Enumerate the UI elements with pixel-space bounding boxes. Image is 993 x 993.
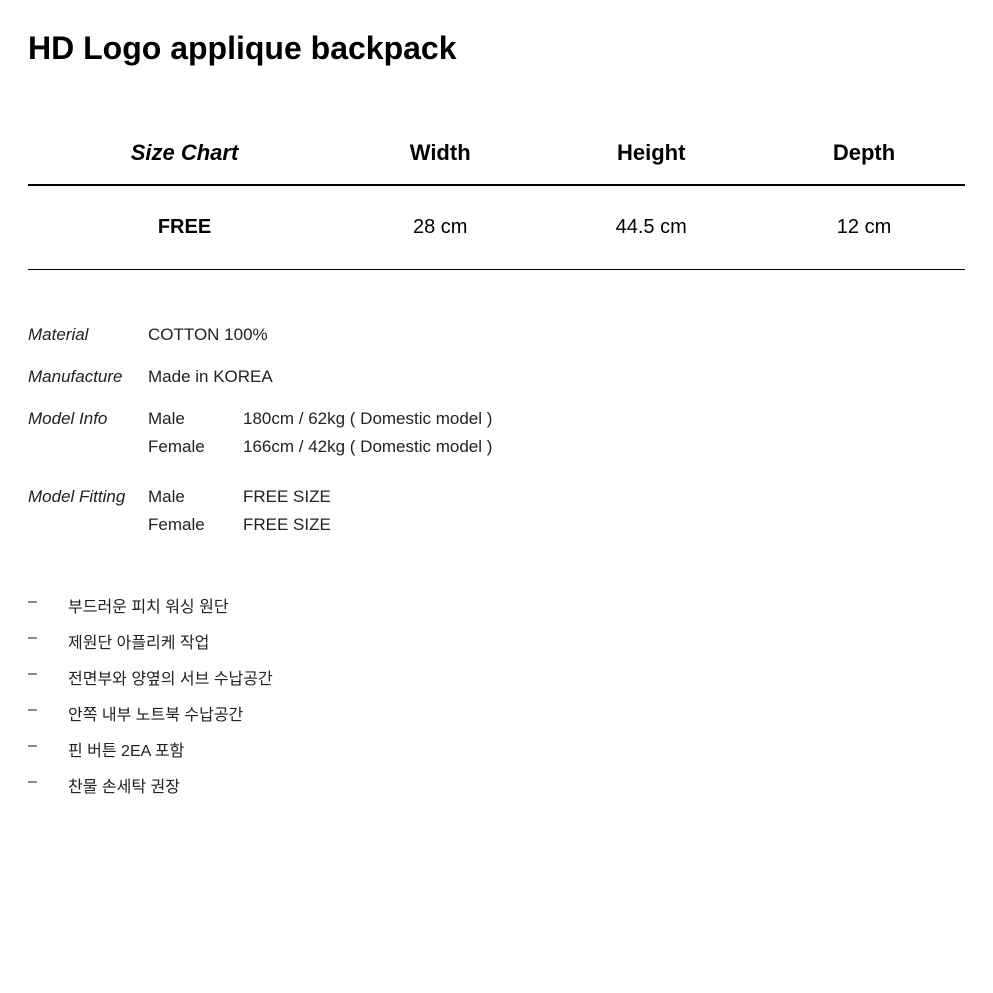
model-fitting-female: Female FREE SIZE (148, 515, 965, 535)
model-info-female: Female 166cm / 42kg ( Domestic model ) (148, 437, 965, 457)
cell-depth: 12 cm (763, 185, 965, 270)
manufacture-value: Made in KOREA (148, 367, 965, 387)
list-item: – 전면부와 양옆의 서브 수납공간 (28, 665, 965, 689)
model-fitting-male-value: FREE SIZE (243, 487, 965, 507)
model-info-male: Male 180cm / 62kg ( Domestic model ) (148, 409, 965, 429)
material-row: Material COTTON 100% (28, 325, 965, 345)
bullet-dash-icon: – (28, 737, 68, 761)
feature-list: – 부드러운 피치 워싱 원단 – 제원단 아플리케 작업 – 전면부와 양옆의… (28, 593, 965, 797)
manufacture-label: Manufacture (28, 367, 148, 387)
feature-text: 부드러운 피치 워싱 원단 (68, 593, 965, 617)
list-item: – 찬물 손세탁 권장 (28, 773, 965, 797)
manufacture-row: Manufacture Made in KOREA (28, 367, 965, 387)
bullet-dash-icon: – (28, 629, 68, 653)
cell-size: FREE (28, 185, 341, 270)
model-info-female-label: Female (148, 437, 243, 457)
model-fitting-female-label: Female (148, 515, 243, 535)
material-label: Material (28, 325, 148, 345)
product-info-section: Material COTTON 100% Manufacture Made in… (28, 325, 965, 543)
list-item: – 부드러운 피치 워싱 원단 (28, 593, 965, 617)
model-fitting-row: Model Fitting Male FREE SIZE Female FREE… (28, 487, 965, 543)
feature-text: 찬물 손세탁 권장 (68, 773, 965, 797)
bullet-dash-icon: – (28, 593, 68, 617)
feature-text: 핀 버튼 2EA 포함 (68, 737, 965, 761)
bullet-dash-icon: – (28, 665, 68, 689)
feature-text: 전면부와 양옆의 서브 수납공간 (68, 665, 965, 689)
size-chart-table: Size Chart Width Height Depth FREE 28 cm… (28, 122, 965, 270)
material-value: COTTON 100% (148, 325, 965, 345)
bullet-dash-icon: – (28, 701, 68, 725)
product-title: HD Logo applique backpack (28, 30, 965, 67)
feature-text: 제원단 아플리케 작업 (68, 629, 965, 653)
model-info-male-value: 180cm / 62kg ( Domestic model ) (243, 409, 965, 429)
cell-width: 28 cm (341, 185, 539, 270)
model-info-row: Model Info Male 180cm / 62kg ( Domestic … (28, 409, 965, 465)
model-fitting-male-label: Male (148, 487, 243, 507)
model-fitting-label: Model Fitting (28, 487, 148, 543)
model-info-female-value: 166cm / 42kg ( Domestic model ) (243, 437, 965, 457)
list-item: – 제원단 아플리케 작업 (28, 629, 965, 653)
list-item: – 핀 버튼 2EA 포함 (28, 737, 965, 761)
list-item: – 안쪽 내부 노트북 수납공간 (28, 701, 965, 725)
model-info-male-label: Male (148, 409, 243, 429)
col-depth: Depth (763, 122, 965, 185)
feature-text: 안쪽 내부 노트북 수납공간 (68, 701, 965, 725)
table-row: FREE 28 cm 44.5 cm 12 cm (28, 185, 965, 270)
model-info-label: Model Info (28, 409, 148, 465)
model-info-value: Male 180cm / 62kg ( Domestic model ) Fem… (148, 409, 965, 465)
col-width: Width (341, 122, 539, 185)
model-fitting-value: Male FREE SIZE Female FREE SIZE (148, 487, 965, 543)
cell-height: 44.5 cm (539, 185, 763, 270)
col-height: Height (539, 122, 763, 185)
model-fitting-male: Male FREE SIZE (148, 487, 965, 507)
bullet-dash-icon: – (28, 773, 68, 797)
table-header-row: Size Chart Width Height Depth (28, 122, 965, 185)
col-size-chart: Size Chart (28, 122, 341, 185)
model-fitting-female-value: FREE SIZE (243, 515, 965, 535)
